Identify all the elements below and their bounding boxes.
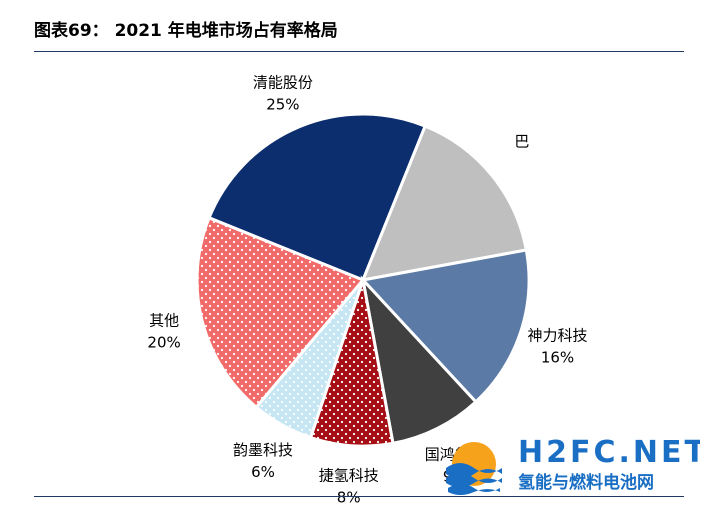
bottom-divider — [34, 496, 684, 497]
slice-label: 神力科技 — [527, 327, 587, 345]
pie-slice — [195, 215, 366, 410]
pie-slice — [360, 275, 478, 446]
watermark-main-text: H2FC.NET — [518, 435, 700, 470]
pie-slice — [360, 248, 531, 404]
slice-label: 捷氢科技 — [319, 467, 379, 485]
pie-slice — [360, 124, 529, 282]
figure-title: 图表69： 2021 年电堆市场占有率格局 — [34, 21, 338, 41]
slice-value-label: 20% — [147, 334, 180, 352]
slice-value-label: 25% — [266, 95, 299, 113]
slice-value-label: 6% — [251, 463, 275, 481]
slice-label: 清能股份 — [253, 73, 313, 91]
wave-logo-icon — [446, 442, 502, 495]
slice-value-label: 8% — [337, 489, 361, 507]
watermark-sub-text: 氢能与燃料电池网 — [518, 472, 654, 493]
slice-value-label: 16% — [541, 349, 574, 367]
watermark-logo: H2FC.NET 氢能与燃料电池网 — [446, 435, 700, 495]
title-divider — [34, 51, 684, 52]
slice-label: 其他 — [149, 312, 179, 330]
slice-label: 巴 — [514, 132, 529, 150]
slice-label: 韵墨科技 — [233, 441, 293, 459]
